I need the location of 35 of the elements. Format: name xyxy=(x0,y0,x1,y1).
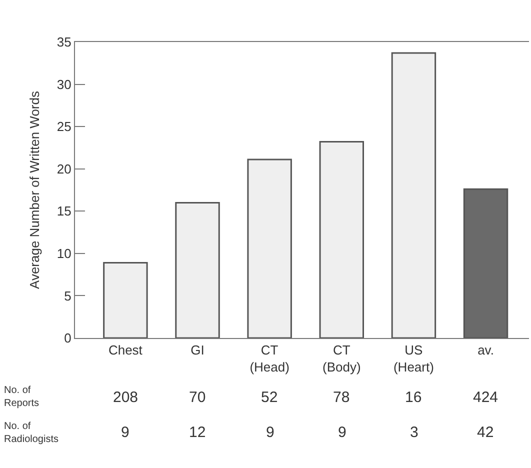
y-tick-label: 30 xyxy=(56,76,72,92)
text: 208 xyxy=(113,389,138,406)
text: No. of Radiologists xyxy=(4,421,58,445)
text: 424 xyxy=(473,389,498,406)
bar xyxy=(391,52,436,338)
text: 52 xyxy=(261,389,278,406)
text: 70 xyxy=(189,389,206,406)
y-tick-label: 20 xyxy=(56,161,72,176)
text: 9 xyxy=(338,424,346,441)
y-axis-title: Average Number of Written Words xyxy=(27,90,42,289)
x-tick-label: Chest xyxy=(108,342,143,358)
text: 16 xyxy=(405,389,422,406)
text: 3 xyxy=(410,424,418,441)
bar xyxy=(103,262,148,338)
bar xyxy=(463,188,508,338)
text: 78 xyxy=(333,389,350,406)
y-tick-label: 5 xyxy=(64,288,72,304)
y-tick-label: 10 xyxy=(56,246,72,261)
y-tick-label: 35 xyxy=(56,34,72,50)
y-tick-label: 0 xyxy=(64,330,72,346)
x-tick-label: CT (Body) xyxy=(322,342,361,374)
text: 9 xyxy=(266,424,274,441)
text: 12 xyxy=(189,424,206,441)
y-tick-label: 25 xyxy=(56,119,72,134)
text: No. of Reports xyxy=(4,385,40,409)
text: 42 xyxy=(477,424,494,441)
x-tick-label: GI xyxy=(190,342,204,358)
bar xyxy=(175,202,220,338)
text: 9 xyxy=(121,424,130,441)
bar xyxy=(319,141,364,338)
x-tick-label: av. xyxy=(478,342,494,358)
x-tick-label: CT (Head) xyxy=(250,342,290,374)
x-tick-label: US (Heart) xyxy=(393,342,434,374)
bar xyxy=(247,158,292,338)
y-tick-label: 15 xyxy=(56,204,72,219)
